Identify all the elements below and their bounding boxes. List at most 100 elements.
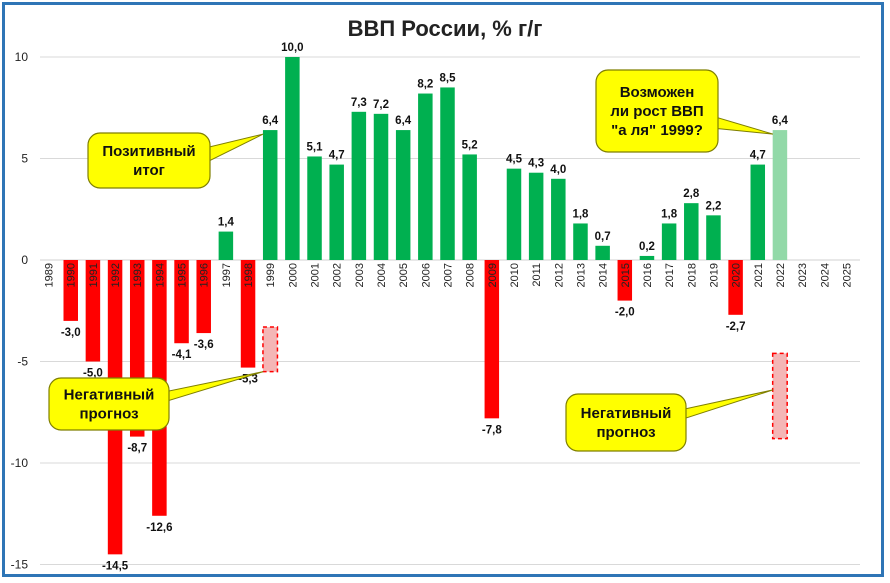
y-tick-label: 10 bbox=[15, 50, 29, 64]
bar-2021 bbox=[750, 164, 766, 260]
data-label-1999: 6,4 bbox=[262, 115, 279, 127]
data-label-2002: 4,7 bbox=[329, 150, 345, 162]
x-tick-label: 2004 bbox=[376, 263, 388, 287]
data-label-2009: -7,8 bbox=[482, 424, 502, 436]
x-tick-label: 1990 bbox=[66, 263, 78, 287]
bar-2009 bbox=[484, 260, 500, 419]
x-tick-label: 1994 bbox=[154, 263, 166, 287]
x-tick-label: 2008 bbox=[465, 263, 477, 287]
callout-positive: Позитивный итог bbox=[87, 132, 264, 189]
x-tick-label: 2017 bbox=[664, 263, 676, 287]
y-tick-label: 5 bbox=[21, 152, 28, 166]
callout-text-line: Позитивный bbox=[102, 143, 195, 160]
y-tick-label: -5 bbox=[17, 355, 28, 369]
x-tick-label: 2005 bbox=[398, 263, 410, 287]
bar-2014 bbox=[595, 245, 610, 260]
bar-2012 bbox=[551, 178, 566, 260]
data-label-1995: -4,1 bbox=[172, 349, 192, 361]
callout-pointer bbox=[679, 389, 774, 421]
bar-1998 bbox=[240, 260, 256, 368]
callout-negative-right: Негативный прогноз bbox=[565, 389, 774, 452]
callout-text-line: прогноз bbox=[79, 406, 138, 423]
data-label-2010: 4,5 bbox=[506, 154, 523, 166]
x-tick-label: 1999 bbox=[265, 263, 277, 287]
bar-1990 bbox=[63, 260, 78, 321]
data-label-1997: 1,4 bbox=[218, 217, 235, 229]
bar-1996 bbox=[196, 260, 211, 334]
x-tick-label: 1997 bbox=[221, 263, 233, 287]
y-tick-label: -15 bbox=[11, 558, 29, 572]
bar-2020 bbox=[728, 260, 743, 315]
x-tick-label: 2020 bbox=[731, 263, 743, 287]
bar-1995 bbox=[174, 260, 189, 344]
callout-text-line: ли рост ВВП bbox=[610, 103, 703, 120]
data-labels: -3,0-5,0-14,5-8,7-12,6-4,1-3,61,4-5,36,4… bbox=[61, 42, 789, 572]
bar-2006 bbox=[418, 93, 433, 260]
bar-2008 bbox=[462, 154, 477, 260]
x-tick-label: 1995 bbox=[177, 263, 189, 287]
bar-2015 bbox=[617, 260, 633, 301]
data-label-2016: 0,2 bbox=[639, 241, 655, 253]
x-tick-label: 2014 bbox=[598, 263, 610, 287]
data-label-2021: 4,7 bbox=[750, 150, 766, 162]
data-label-2007: 8,5 bbox=[440, 72, 457, 84]
data-label-1994: -12,6 bbox=[146, 522, 172, 534]
x-tick-label: 2013 bbox=[575, 263, 587, 287]
x-tick-label: 2024 bbox=[819, 263, 831, 287]
bar-2018 bbox=[684, 203, 699, 260]
data-label-2004: 7,2 bbox=[373, 99, 389, 111]
forecast-boxes bbox=[262, 326, 788, 440]
data-label-2003: 7,3 bbox=[351, 97, 367, 109]
x-tick-label: 2002 bbox=[332, 263, 344, 287]
bar-2003 bbox=[351, 111, 367, 260]
callout-question: Возможен ли рост ВВП "а ля" 1999? bbox=[595, 69, 774, 153]
callouts: Позитивный итог Возможен ли рост ВВП "а ля" … bbox=[48, 69, 774, 452]
bar-2000 bbox=[285, 57, 300, 260]
callout-box bbox=[595, 69, 719, 153]
data-label-2022: 6,4 bbox=[772, 115, 789, 127]
callout-pointer bbox=[163, 371, 264, 403]
y-tick-label: -10 bbox=[11, 456, 29, 470]
bar-2017 bbox=[661, 223, 677, 260]
x-tick-label: 1989 bbox=[44, 263, 56, 287]
x-tick-label: 1992 bbox=[110, 263, 122, 287]
data-label-1993: -8,7 bbox=[127, 443, 147, 455]
callout-text-line: Негативный bbox=[64, 387, 155, 404]
bar-2002 bbox=[329, 164, 344, 260]
bar-2013 bbox=[573, 223, 588, 260]
x-tick-label: 2015 bbox=[620, 263, 632, 287]
x-tick-label: 2016 bbox=[642, 263, 654, 287]
callout-box bbox=[87, 132, 211, 189]
x-tick-label: 1996 bbox=[199, 263, 211, 287]
callout-box bbox=[565, 393, 687, 452]
callout-negative-left: Негативный прогноз bbox=[48, 371, 264, 431]
data-label-2005: 6,4 bbox=[395, 115, 412, 127]
callout-box bbox=[48, 377, 170, 431]
x-tick-label: 1993 bbox=[132, 263, 144, 287]
bar-1999 bbox=[262, 130, 278, 260]
bar-1991 bbox=[85, 260, 101, 362]
data-label-1991: -5,0 bbox=[83, 368, 103, 380]
x-tick-label: 2022 bbox=[775, 263, 787, 287]
bar-2011 bbox=[528, 172, 544, 260]
data-label-2001: 5,1 bbox=[307, 141, 324, 153]
callout-text-line: итог bbox=[133, 162, 165, 179]
x-tick-label: 2007 bbox=[443, 263, 455, 287]
data-label-2018: 2,8 bbox=[683, 188, 700, 200]
x-axis-ticks: 1989 1990 1991 1992 1993 1994 1995 1996 1997 1998… bbox=[44, 263, 854, 287]
x-tick-label: 2009 bbox=[487, 263, 499, 287]
x-tick-label: 1998 bbox=[243, 263, 255, 287]
bar-2010 bbox=[506, 168, 522, 260]
data-label-2011: 4,3 bbox=[528, 158, 544, 170]
bar-2004 bbox=[373, 113, 389, 260]
x-tick-label: 2000 bbox=[287, 263, 299, 287]
bar-2001 bbox=[307, 156, 322, 260]
callout-text-line: "а ля" 1999? bbox=[611, 122, 703, 139]
callout-text-line: прогноз bbox=[596, 424, 655, 441]
data-label-2019: 2,2 bbox=[705, 200, 721, 212]
bar-2022 bbox=[772, 130, 788, 260]
x-tick-label: 2025 bbox=[841, 263, 853, 287]
x-tick-label: 2019 bbox=[708, 263, 720, 287]
y-tick-label: 0 bbox=[21, 253, 28, 267]
x-tick-label: 2006 bbox=[420, 263, 432, 287]
